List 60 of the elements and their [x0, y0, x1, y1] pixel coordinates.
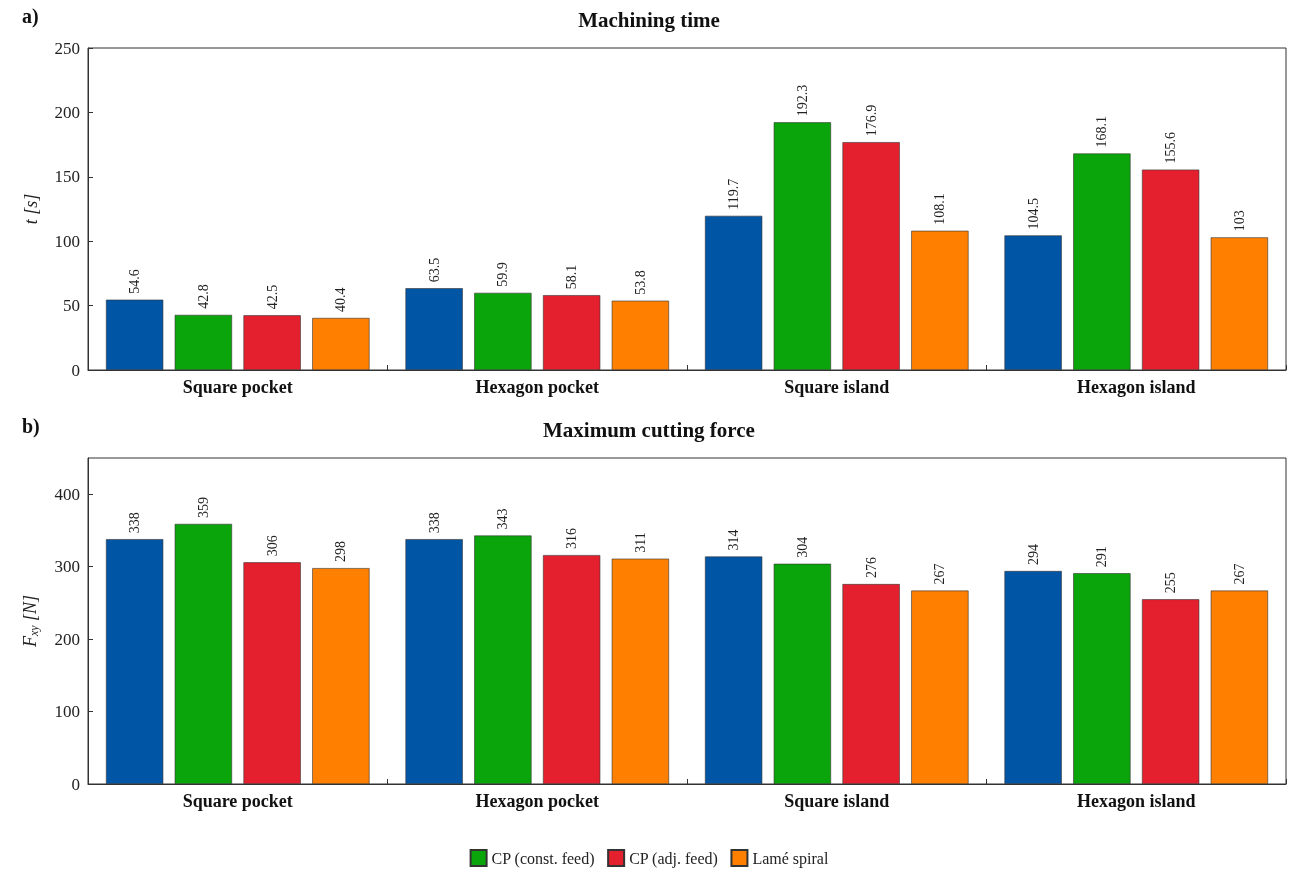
data-label: 316	[564, 528, 580, 550]
data-label: 192.3	[794, 84, 810, 117]
data-label: 314	[726, 529, 742, 551]
data-label: 306	[264, 535, 280, 557]
data-label: 291	[1094, 546, 1110, 568]
x-tick-label: Hexagon island	[1076, 791, 1196, 811]
x-tick-label: Square island	[784, 377, 890, 397]
data-label: 267	[1231, 563, 1247, 585]
data-label: 155.6	[1163, 132, 1179, 164]
x-tick-label: Hexagon pocket	[475, 791, 599, 811]
data-label: 298	[333, 541, 349, 563]
data-label: 119.7	[726, 178, 742, 210]
data-label: 255	[1163, 572, 1179, 594]
data-label: 276	[863, 557, 879, 579]
data-label: 176.9	[863, 104, 879, 137]
text: b)	[22, 415, 40, 438]
y-tick-label: 100	[54, 231, 80, 251]
data-label: 40.4	[333, 287, 349, 312]
data-label: 42.8	[195, 284, 211, 309]
y-tick-label: 100	[54, 702, 80, 722]
y-tick-label: 0	[71, 774, 80, 794]
x-tick-label: Square island	[784, 791, 890, 811]
data-label: 59.9	[495, 262, 511, 287]
data-label: 359	[195, 496, 211, 518]
data-label: 338	[426, 512, 442, 534]
y-tick-label: 50	[63, 296, 80, 316]
y-tick-label: 250	[54, 38, 80, 58]
data-label: 53.8	[632, 270, 648, 295]
x-tick-label: Square pocket	[182, 791, 293, 811]
data-label: 338	[127, 512, 143, 534]
data-label: 168.1	[1094, 115, 1110, 148]
y-axis-title: t [s]	[21, 193, 41, 225]
chart-title: Machining time	[578, 7, 720, 32]
data-label: 294	[1025, 544, 1041, 566]
legend-label: Lamé spiral	[752, 849, 829, 868]
y-tick-label: 400	[54, 484, 80, 504]
data-label: 42.5	[264, 284, 280, 310]
legend-label: CP (adj. feed)	[629, 849, 718, 868]
y-axis-title: Fxy [N]	[20, 594, 41, 649]
y-tick-label: 0	[71, 360, 80, 380]
data-label: 58.1	[564, 264, 580, 290]
x-tick-label: Hexagon island	[1076, 377, 1196, 397]
data-label: 103	[1231, 210, 1247, 232]
y-tick-label: 200	[54, 102, 80, 122]
legend-label: CP (const. feed)	[491, 849, 595, 868]
data-label: 343	[495, 508, 511, 530]
text: a)	[22, 5, 39, 28]
data-label: 104.5	[1025, 197, 1041, 230]
data-label: 304	[794, 536, 810, 558]
chart-title: Maximum cutting force	[543, 417, 755, 442]
data-label: 311	[632, 532, 648, 553]
y-tick-label: 150	[54, 167, 80, 187]
data-label: 108.1	[932, 193, 948, 225]
x-tick-label: Square pocket	[182, 377, 293, 397]
data-label: 54.6	[127, 269, 143, 294]
y-tick-label: 200	[54, 629, 80, 649]
data-label: 63.5	[426, 257, 442, 283]
data-label: 267	[932, 563, 948, 585]
x-tick-label: Hexagon pocket	[475, 377, 599, 397]
y-tick-label: 300	[54, 557, 80, 577]
